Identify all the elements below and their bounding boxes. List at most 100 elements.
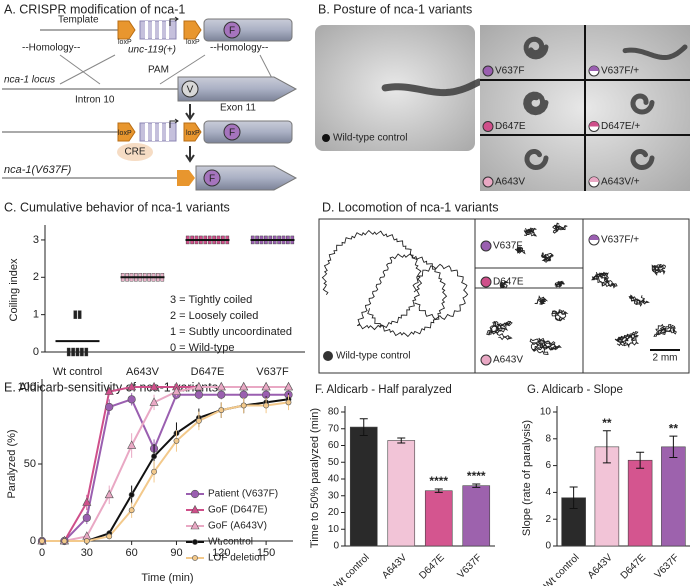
marker	[83, 538, 90, 544]
x-tick-label: Wt control	[542, 552, 582, 586]
marker	[61, 538, 68, 544]
marker	[194, 390, 203, 399]
error-bar	[569, 486, 578, 509]
locomotion-track	[540, 251, 554, 263]
marker	[194, 381, 204, 391]
bar	[627, 459, 653, 547]
bar	[462, 485, 491, 547]
loxp-site	[117, 20, 136, 40]
unc119-stripe	[145, 123, 148, 141]
image-label: V637F/+	[601, 66, 639, 77]
step-arrow	[185, 104, 195, 121]
x-tick-label: 30	[81, 547, 93, 559]
y-axis-label: Paralyzed (%)	[6, 429, 18, 498]
genotype-icon	[323, 351, 333, 361]
bar	[387, 440, 416, 547]
significance-label: **	[669, 421, 679, 435]
genotype-icon	[482, 121, 494, 132]
residue-label: F	[229, 26, 235, 37]
intron-label: Intron 10	[75, 95, 115, 106]
y-tick-label: 3	[33, 234, 39, 246]
y-tick-label: 0	[30, 535, 36, 547]
track-label: Wild-type control	[336, 351, 410, 362]
marker	[127, 395, 136, 404]
y-tick-label: 8	[545, 433, 551, 444]
image-label: A643V/+	[601, 177, 640, 188]
significance-label: **	[602, 416, 612, 430]
locomotion-track	[653, 323, 677, 337]
marker	[284, 381, 294, 391]
error-bar	[434, 488, 443, 493]
x-tick-label: D647E	[619, 552, 649, 582]
cre-label: CRE	[124, 147, 145, 158]
homology-label: --Homology--	[22, 43, 80, 54]
unc119-label: unc-119(+)	[128, 45, 176, 56]
locomotion-track	[523, 227, 538, 237]
legend-text: 0 = Wild-type	[170, 342, 235, 354]
exon-label: Exon 11	[220, 103, 256, 114]
marker	[173, 437, 180, 444]
legend-label: GoF (D647E)	[208, 505, 267, 516]
y-tick-label: 0	[33, 346, 39, 358]
series-line	[42, 401, 289, 542]
data-point	[66, 347, 71, 357]
marker	[82, 497, 92, 506]
legend-label: Wt control	[208, 537, 253, 548]
significance-label: ****	[429, 474, 448, 488]
unc119-stripe	[152, 123, 155, 141]
unc119-stripe	[159, 123, 162, 141]
y-tick-label: 2	[545, 514, 551, 525]
error-bar	[602, 430, 611, 464]
genotype-icon-half	[589, 66, 599, 71]
exon-arrow	[177, 76, 298, 102]
marker	[261, 381, 271, 391]
residue-label: F	[209, 174, 215, 185]
y-tick-label: 10	[328, 524, 340, 535]
locomotion-track	[554, 280, 565, 288]
step-arrow	[185, 146, 195, 163]
x-tick-label: Wt control	[53, 366, 103, 378]
marker	[149, 381, 159, 391]
image-label: D647E/+	[601, 121, 640, 132]
x-tick-label: 150	[257, 547, 275, 559]
locomotion-track	[499, 280, 509, 290]
marker	[105, 402, 114, 412]
y-axis-label: Slope (rate of paralysis)	[521, 420, 533, 536]
panel-title: D. Locomotion of nca-1 variants	[322, 200, 498, 214]
homology-line	[159, 54, 206, 85]
x-tick-label: A643V	[380, 552, 409, 581]
y-tick-label: 20	[328, 507, 340, 518]
x-tick-label: D647E	[191, 366, 225, 378]
locomotion-track	[486, 320, 513, 341]
residue-label: F	[229, 128, 235, 139]
y-tick-label: 2	[33, 271, 39, 283]
worm	[630, 149, 655, 171]
worm	[523, 91, 549, 116]
track-label: D647E	[493, 277, 524, 288]
residue-circle	[181, 80, 199, 98]
y-axis-label: Coiling index	[8, 258, 20, 321]
legend-text: 2 = Loosely coiled	[170, 310, 258, 322]
panel-title: G. Aldicarb - Slope	[527, 384, 623, 396]
homology-line	[59, 54, 116, 85]
bar	[661, 446, 686, 547]
marker	[240, 402, 247, 409]
genotype-icon	[480, 240, 492, 252]
genotype-icon	[322, 134, 330, 142]
error-bar	[472, 483, 481, 488]
panel-title: F. Aldicarb - Half paralyzed	[315, 384, 452, 396]
panel-title: E. Aldicarb-sensitivity of nca-1 variant…	[4, 380, 218, 394]
data-point	[75, 347, 80, 357]
marker	[217, 390, 226, 399]
loxp-label: loxP	[186, 130, 200, 137]
y-tick-label: 1	[33, 309, 39, 321]
y-tick-label: 60	[328, 440, 340, 451]
unc119-stripe	[166, 21, 169, 39]
bar	[349, 426, 378, 547]
loxp-site	[183, 20, 202, 40]
y-tick-label: 10	[540, 407, 552, 418]
locomotion-track	[534, 295, 549, 305]
y-tick-label: 70	[328, 423, 340, 434]
marker	[239, 381, 249, 391]
marker	[128, 491, 135, 498]
